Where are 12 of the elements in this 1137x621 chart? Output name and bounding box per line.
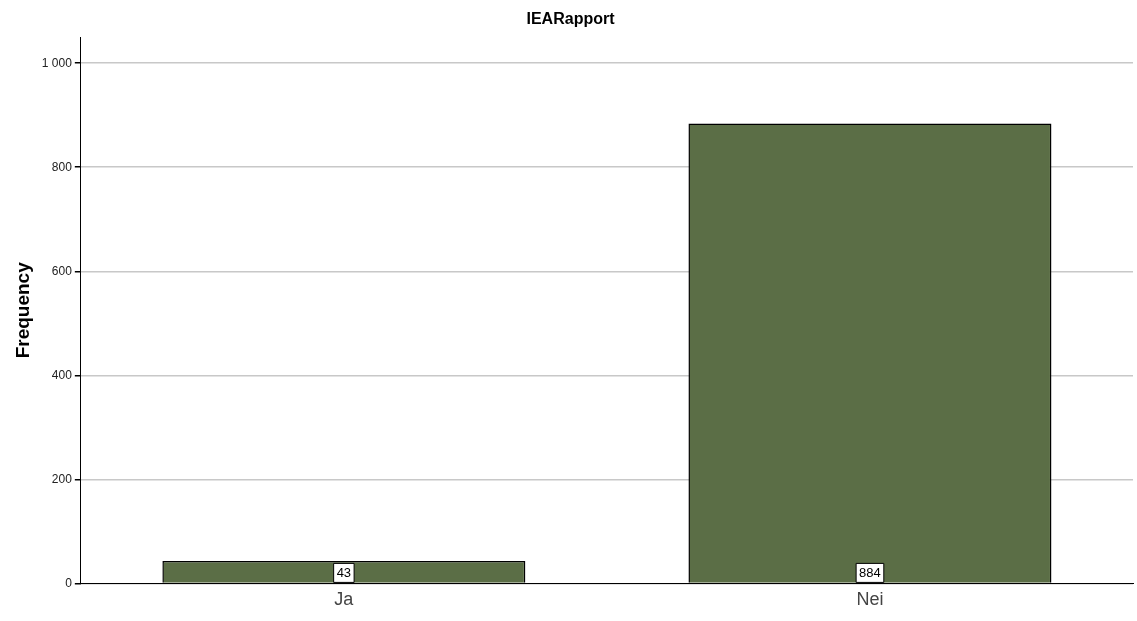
y-tick-label: 600 — [51, 263, 73, 278]
x-tick-label: Nei — [856, 589, 884, 610]
chart-title: IEARapport — [526, 10, 616, 28]
y-tick-label: 200 — [51, 471, 73, 486]
x-tick-label: Ja — [334, 589, 355, 610]
y-tick-label: 1 000 — [41, 55, 73, 70]
data-label: 43 — [336, 565, 352, 581]
y-axis-title: Frequency — [11, 261, 33, 359]
y-tick-label: 800 — [51, 159, 73, 174]
y-tick-label: 400 — [51, 367, 73, 382]
y-tick-label: 0 — [65, 575, 73, 590]
data-label: 884 — [859, 565, 881, 581]
